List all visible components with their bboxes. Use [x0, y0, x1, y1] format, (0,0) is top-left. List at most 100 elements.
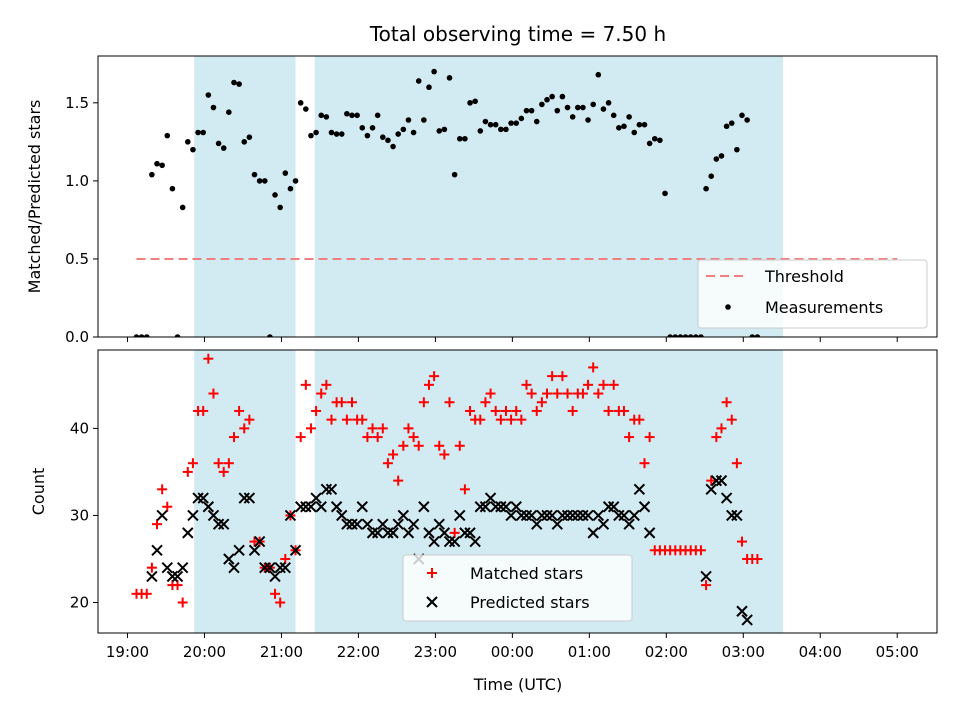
predicted-star-point — [489, 501, 502, 513]
axes-frame — [97, 349, 938, 634]
predicted-star-point — [269, 570, 281, 583]
matched-star-point — [536, 397, 547, 408]
measurement-point — [256, 178, 263, 184]
predicted-star-point — [176, 561, 189, 574]
matched-star-point — [336, 397, 347, 408]
predicted-star-point — [525, 509, 538, 522]
legend-matched-label: Matched stars — [470, 564, 583, 583]
matched-star-point — [639, 458, 650, 469]
plot-area — [133, 68, 898, 337]
matched-star-point — [372, 432, 383, 443]
measurement-point — [400, 126, 407, 133]
predicted-star-point — [284, 509, 297, 522]
matched-star-point — [516, 414, 527, 425]
measurement-point — [354, 112, 360, 119]
predicted-star-point — [577, 509, 589, 522]
matched-star-point — [618, 405, 629, 416]
matched-star-point — [634, 414, 645, 425]
predicted-star-point — [151, 544, 163, 556]
measurement-point — [277, 204, 283, 211]
measurement-point — [349, 112, 355, 119]
predicted-star-point — [248, 544, 261, 556]
matched-star-point — [198, 405, 209, 416]
measurement-point — [359, 125, 366, 131]
predicted-star-point — [238, 492, 250, 504]
matched-star-point — [598, 379, 609, 390]
predicted-star-point — [433, 518, 445, 530]
measurement-point — [292, 178, 299, 184]
predicted-star-point — [510, 501, 522, 513]
observing-interval — [194, 56, 296, 337]
predicted-star-point — [710, 474, 723, 487]
matched-star-point — [321, 379, 332, 390]
measurement-point — [282, 170, 289, 176]
matched-star-point — [731, 458, 742, 469]
matched-star-point — [393, 475, 404, 486]
measurement-point — [323, 114, 330, 120]
matched-star-point — [567, 405, 578, 416]
matched-star-point — [388, 449, 399, 460]
matched-star-point — [172, 580, 183, 591]
y-tick-label: 0.0 — [65, 328, 89, 346]
matched-star-point — [157, 484, 168, 495]
predicted-star-point — [736, 605, 748, 617]
measurement-point — [338, 131, 345, 137]
plot-area — [131, 353, 763, 626]
measurement-point — [708, 173, 715, 180]
measurement-point — [185, 139, 191, 145]
matched-star-point — [526, 388, 537, 399]
matched-star-point — [454, 440, 465, 451]
predicted-star-point — [218, 518, 230, 530]
matched-star-point — [316, 388, 327, 399]
x-tick-label: 01:00 — [568, 643, 611, 661]
measurement-point — [693, 334, 699, 337]
predicted-star-point — [192, 492, 204, 504]
matched-star-point — [521, 379, 532, 390]
measurement-point — [713, 156, 720, 162]
predicted-star-point — [289, 544, 302, 556]
predicted-star-point — [166, 570, 179, 583]
measurement-point — [487, 121, 494, 128]
predicted-star-point — [197, 492, 209, 504]
predicted-star-point — [418, 501, 430, 513]
predicted-star-point — [300, 501, 312, 513]
matched-star-point — [547, 371, 558, 382]
predicted-star-point — [243, 492, 256, 504]
predicted-star-point — [228, 561, 240, 574]
predicted-star-point — [556, 509, 569, 522]
observing-interval — [194, 350, 296, 633]
measurement-point — [539, 101, 545, 108]
predicted-star-point — [397, 509, 410, 522]
x-tick-label: 05:00 — [876, 643, 919, 661]
predicted-star-point — [207, 509, 220, 522]
measurement-point — [492, 121, 499, 128]
matched-star-point — [752, 553, 763, 564]
predicted-star-point — [459, 527, 471, 539]
predicted-star-point — [294, 501, 307, 513]
matched-star-point — [490, 405, 501, 416]
predicted-star-point — [633, 483, 646, 496]
measurement-point — [564, 104, 571, 111]
predicted-star-point — [587, 527, 599, 539]
measurement-point — [374, 112, 381, 119]
predicted-star-point — [402, 527, 415, 539]
predicted-star-point — [566, 509, 579, 522]
x-tick-label: 03:00 — [722, 643, 765, 661]
measurement-point — [149, 171, 155, 178]
measurement-point — [220, 145, 227, 151]
measurement-point — [508, 120, 514, 126]
measurement-point — [385, 137, 391, 144]
matched-star-point — [485, 388, 496, 399]
matched-star-point — [721, 397, 732, 408]
matched-star-point — [208, 388, 219, 399]
x-tick-label: 20:00 — [183, 643, 226, 661]
matched-star-point — [182, 466, 193, 477]
matched-star-point — [577, 388, 588, 399]
predicted-star-point — [407, 518, 420, 530]
y-axis-label: Matched/Predicted stars — [25, 100, 44, 294]
measurement-point — [236, 81, 242, 87]
matched-star-point — [418, 397, 429, 408]
matched-star-point — [326, 414, 337, 425]
matched-star-point — [362, 432, 373, 443]
measurement-point — [754, 334, 761, 337]
